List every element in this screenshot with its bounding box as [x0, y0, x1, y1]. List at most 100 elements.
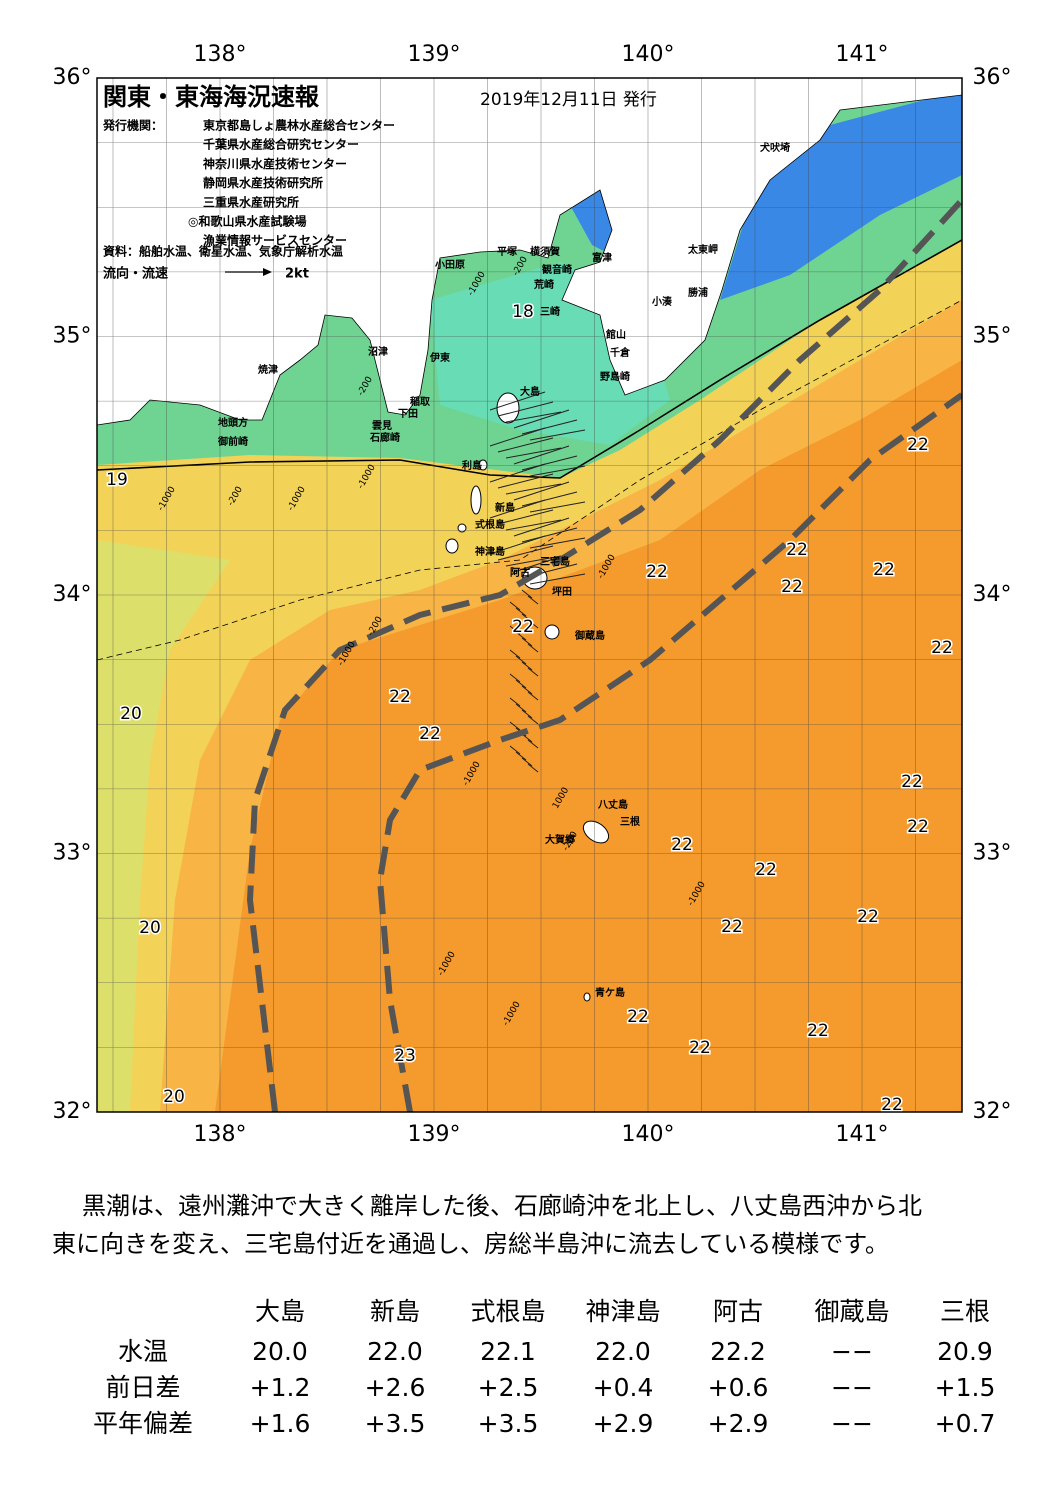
current-arrow — [521, 757, 533, 767]
temperature-label: 22 — [857, 907, 879, 927]
current-arrow — [527, 619, 539, 629]
temperature-label: 18 — [512, 302, 534, 322]
temperature-label: 22 — [419, 724, 441, 744]
temperature-label: 22 — [901, 772, 923, 792]
current-arrow — [489, 427, 546, 447]
current-arrow — [515, 631, 527, 641]
place-name: 御前崎 — [217, 435, 248, 448]
legend-scale: 2kt — [285, 267, 309, 282]
legend-arrow-head — [263, 268, 272, 276]
current-arrow — [515, 655, 527, 665]
land — [97, 78, 962, 426]
place-name: 観音崎 — [542, 263, 572, 276]
temperature-label: 22 — [907, 817, 929, 837]
current-arrow — [527, 715, 539, 725]
current-arrow — [515, 703, 527, 713]
place-name: 横須賀 — [530, 245, 560, 258]
temperature-label: 22 — [755, 860, 777, 880]
issuer: ◎和歌山県水産試験場 — [188, 214, 306, 229]
contour-line — [97, 299, 962, 661]
place-name: 平塚 — [497, 245, 517, 258]
temperature-label: 22 — [689, 1038, 711, 1058]
lat-label: 32° — [973, 1099, 1012, 1124]
current-arrow — [527, 595, 539, 605]
table-cell: −− — [831, 1373, 873, 1402]
islands — [445, 392, 610, 1002]
place-name: 神津島 — [475, 545, 505, 558]
place-name: 勝浦 — [688, 286, 708, 299]
place-name: 御蔵島 — [574, 629, 605, 642]
table-header: 神津島 — [585, 1297, 660, 1326]
current-arrow — [521, 613, 533, 623]
current-arrow — [497, 509, 554, 525]
lon-label: 141° — [836, 42, 889, 67]
issue-date: 2019年12月11日 発行 — [480, 90, 657, 110]
table-cell: +3.5 — [478, 1409, 539, 1438]
issuer: 東京都島しょ農林水産総合センター — [203, 118, 395, 133]
place-name: 雲見 — [372, 420, 392, 432]
current-arrow — [505, 519, 562, 531]
current-arrow — [529, 465, 586, 477]
row-label: 平年偏差 — [93, 1409, 193, 1438]
current-arrow — [521, 419, 578, 435]
current-arrow — [505, 447, 562, 459]
place-name: 三宅島 — [540, 555, 570, 568]
place-name: 利島 — [462, 459, 482, 472]
table-header: 御蔵島 — [814, 1297, 889, 1326]
table-cell: 22.0 — [595, 1337, 651, 1366]
current-arrow — [505, 483, 562, 495]
current-arrow — [509, 721, 521, 731]
place-name: 焼津 — [258, 363, 278, 376]
current-arrow — [497, 401, 554, 417]
lon-label: 141° — [836, 1122, 889, 1147]
legend-label: 流向・流速 — [103, 266, 168, 282]
place-name: 坪田 — [552, 585, 572, 598]
temperature-label: 22 — [786, 540, 808, 560]
temperature-label: 22 — [389, 687, 411, 707]
current-arrow — [497, 473, 554, 489]
table-cell: 22.2 — [710, 1337, 766, 1366]
temperature-label: 22 — [907, 435, 929, 455]
table-cell: 20.9 — [937, 1337, 993, 1366]
issuer-label: 発行機関： — [102, 118, 163, 133]
row-label: 水温 — [118, 1337, 168, 1366]
temperature-label: 22 — [627, 1007, 649, 1027]
table-header: 式根島 — [470, 1297, 545, 1326]
place-name: 伊東 — [429, 351, 450, 364]
table-cell: +2.9 — [708, 1409, 769, 1438]
lon-label: 140° — [622, 42, 675, 67]
table-cell: +3.5 — [365, 1409, 426, 1438]
current-arrow — [521, 709, 533, 719]
description: 東に向きを変え、三宅島付近を通過し、房総半島沖に流去している模様です。 — [52, 1230, 889, 1258]
current-arrows — [489, 391, 586, 773]
place-name: 大島 — [520, 385, 540, 398]
lat-label: 33° — [53, 841, 92, 866]
current-arrow — [527, 643, 539, 653]
lat-label: 32° — [53, 1099, 92, 1124]
issuer: 神奈川県水産技術センター — [203, 156, 347, 171]
temperature-label: 22 — [881, 1095, 903, 1115]
place-name: 犬吠埼 — [760, 141, 790, 154]
table-header: 大島 — [255, 1297, 305, 1326]
source: 資料：船舶水温、衛星水温、気象庁解析水温 — [103, 244, 343, 259]
temperature-label: 20 — [139, 918, 161, 938]
current-arrow — [521, 733, 533, 743]
current-arrow — [513, 445, 570, 465]
sea-yellow-green — [97, 540, 230, 1112]
current-arrow — [521, 685, 533, 695]
current-arrow — [505, 411, 562, 423]
current-arrow — [509, 649, 521, 659]
temperature-label: 22 — [512, 617, 534, 637]
current-arrow — [513, 409, 570, 429]
place-name: 地頭方 — [218, 416, 248, 429]
current-arrow — [515, 751, 527, 761]
current-arrow — [489, 391, 546, 411]
place-name: 阿古 — [510, 566, 530, 579]
lat-label: 35° — [973, 324, 1012, 349]
current-arrow — [521, 661, 533, 671]
place-name: 三崎 — [540, 305, 560, 318]
lon-label: 138° — [194, 42, 247, 67]
place-name: 太東岬 — [687, 243, 718, 256]
table-cell: 20.0 — [252, 1337, 308, 1366]
place-name: 館山 — [605, 328, 626, 341]
